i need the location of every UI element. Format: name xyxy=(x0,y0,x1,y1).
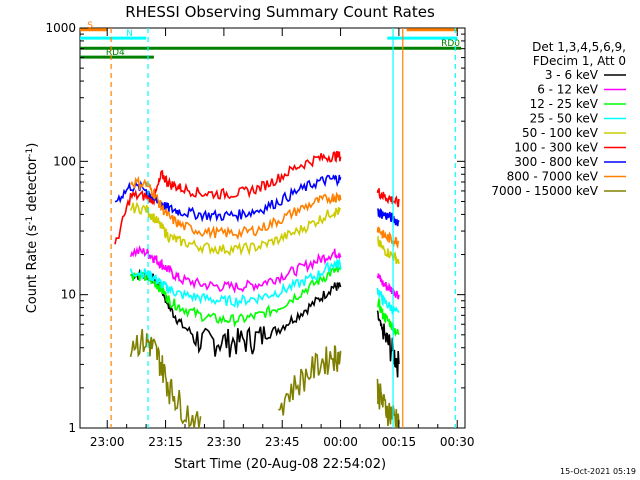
x-tick-label-4: 00:00 xyxy=(323,435,358,449)
y-axis-label: Count Rate (s-1 detector-1) xyxy=(25,143,40,314)
x-axis-label: Start Time (20-Aug-08 22:54:02) xyxy=(174,457,386,472)
x-tick-label-3: 23:45 xyxy=(265,435,300,449)
y-axis-label-sup1: -1 xyxy=(25,216,35,225)
legend-label-5: 100 - 300 keV xyxy=(514,141,598,155)
series-line-7 xyxy=(129,175,400,250)
vlines-layer xyxy=(110,28,456,428)
flags-layer: S N RD0 RD4 xyxy=(80,21,462,59)
y-tick-label-2: 100 xyxy=(53,154,76,168)
series-line-3 xyxy=(129,257,400,315)
x-tick-label-2: 23:30 xyxy=(207,435,242,449)
legend-label-2: 12 - 25 keV xyxy=(530,97,599,111)
x-tick-label-5: 00:15 xyxy=(382,435,417,449)
chart-title: RHESSI Observing Summary Count Rates xyxy=(125,3,435,21)
legend-header-line1: Det 1,3,4,5,6,9, xyxy=(532,40,626,54)
y-axis-label-sup2: -1 xyxy=(25,148,35,157)
legend-header-line2: FDecim 1, Att 0 xyxy=(533,54,626,68)
y-tick-label-3: 1000 xyxy=(45,21,76,35)
footer-timestamp: 15-Oct-2021 05:19 xyxy=(560,467,636,476)
y-tick-label-0: 1 xyxy=(68,421,76,435)
flag-label-rd4: RD4 xyxy=(106,48,125,58)
legend-label-3: 25 - 50 keV xyxy=(530,112,599,126)
y-axis-label-part1: Count Rate (s xyxy=(25,225,40,314)
y-axis-label-part2: detector xyxy=(25,156,40,216)
series-layer xyxy=(114,150,400,429)
x-tick-label-1: 23:15 xyxy=(148,435,183,449)
series-line-8 xyxy=(129,328,400,429)
series-line-4 xyxy=(129,201,400,265)
series-line-1 xyxy=(129,244,400,300)
flag-label-s: S xyxy=(87,21,93,31)
flag-label-n: N xyxy=(126,29,133,39)
flag-label-rd0: RD0 xyxy=(441,39,460,49)
x-tick-label-6: 00:30 xyxy=(440,435,475,449)
axes-layer: 23:00 23:15 23:30 23:45 00:00 00:15 00:30 1 10 10… xyxy=(45,21,474,449)
series-line-2 xyxy=(130,264,400,338)
plot-area xyxy=(79,27,466,429)
legend: Det 1,3,4,5,6,9, FDecim 1, Att 0 3 - 6 k… xyxy=(491,40,626,198)
legend-label-0: 3 - 6 keV xyxy=(545,68,599,82)
legend-label-4: 50 - 100 keV xyxy=(522,126,599,140)
series-line-6 xyxy=(114,174,400,227)
plot-frame xyxy=(79,27,466,429)
legend-label-7: 800 - 7000 keV xyxy=(507,170,599,184)
y-axis-label-part3: ) xyxy=(25,143,40,148)
x-tick-label-0: 23:00 xyxy=(90,435,125,449)
legend-label-1: 6 - 12 keV xyxy=(537,83,599,97)
y-tick-label-1: 10 xyxy=(61,288,76,302)
legend-label-8: 7000 - 15000 keV xyxy=(491,184,598,198)
legend-label-6: 300 - 800 keV xyxy=(514,155,598,169)
